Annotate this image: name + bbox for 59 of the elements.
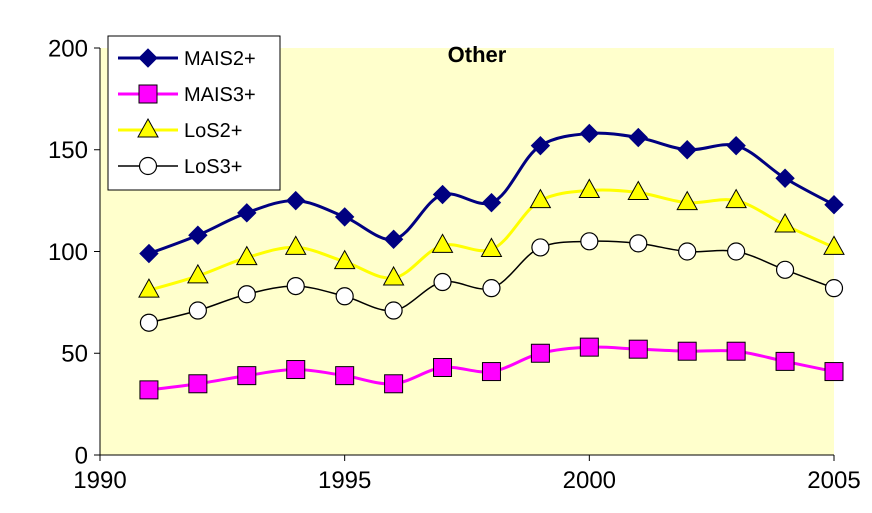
point — [580, 338, 599, 357]
legend-label: MAIS2+ — [184, 48, 256, 70]
legend-label: LoS2+ — [184, 120, 242, 142]
point — [140, 314, 158, 332]
chart-title: Other — [448, 42, 507, 67]
point — [580, 232, 598, 250]
point — [433, 185, 452, 204]
point — [335, 207, 354, 226]
point — [286, 360, 306, 380]
point — [482, 193, 501, 212]
y-tick-label: 200 — [48, 35, 88, 62]
point — [678, 140, 697, 160]
point — [286, 276, 305, 296]
point — [433, 272, 452, 292]
point — [530, 344, 550, 363]
y-tick-label: 150 — [48, 137, 88, 164]
point — [237, 366, 256, 386]
point — [727, 242, 746, 261]
point — [336, 287, 354, 306]
point — [237, 203, 256, 222]
legend-label: MAIS3+ — [184, 84, 256, 106]
point — [384, 374, 404, 394]
point — [776, 260, 794, 279]
point — [384, 301, 403, 320]
point — [678, 342, 697, 361]
point — [482, 279, 501, 298]
point — [286, 191, 306, 210]
x-tick-label: 1995 — [318, 467, 372, 494]
point — [824, 195, 844, 214]
point — [335, 366, 354, 386]
x-tick-label: 1990 — [73, 467, 127, 494]
y-tick-label: 50 — [61, 340, 88, 368]
point — [482, 362, 501, 382]
point — [824, 362, 844, 382]
point — [188, 374, 208, 394]
point — [776, 352, 795, 371]
x-tick-label: 2005 — [807, 467, 861, 494]
x-tick-label: 2000 — [562, 467, 616, 494]
point — [188, 301, 207, 320]
point — [188, 226, 208, 245]
legend-label: LoS3+ — [184, 156, 242, 178]
point — [629, 234, 648, 252]
point — [726, 136, 746, 156]
point — [726, 342, 746, 361]
point — [580, 124, 599, 143]
point — [824, 279, 844, 298]
point — [139, 380, 158, 400]
point — [530, 136, 550, 156]
point — [139, 244, 158, 264]
point — [384, 230, 404, 249]
point — [628, 128, 648, 148]
y-tick-label: 0 — [74, 442, 88, 470]
point — [433, 358, 452, 377]
point — [531, 238, 550, 257]
point — [776, 168, 795, 188]
point — [628, 340, 648, 359]
point — [678, 242, 696, 261]
point — [238, 285, 256, 304]
y-tick-label: 100 — [48, 238, 88, 266]
